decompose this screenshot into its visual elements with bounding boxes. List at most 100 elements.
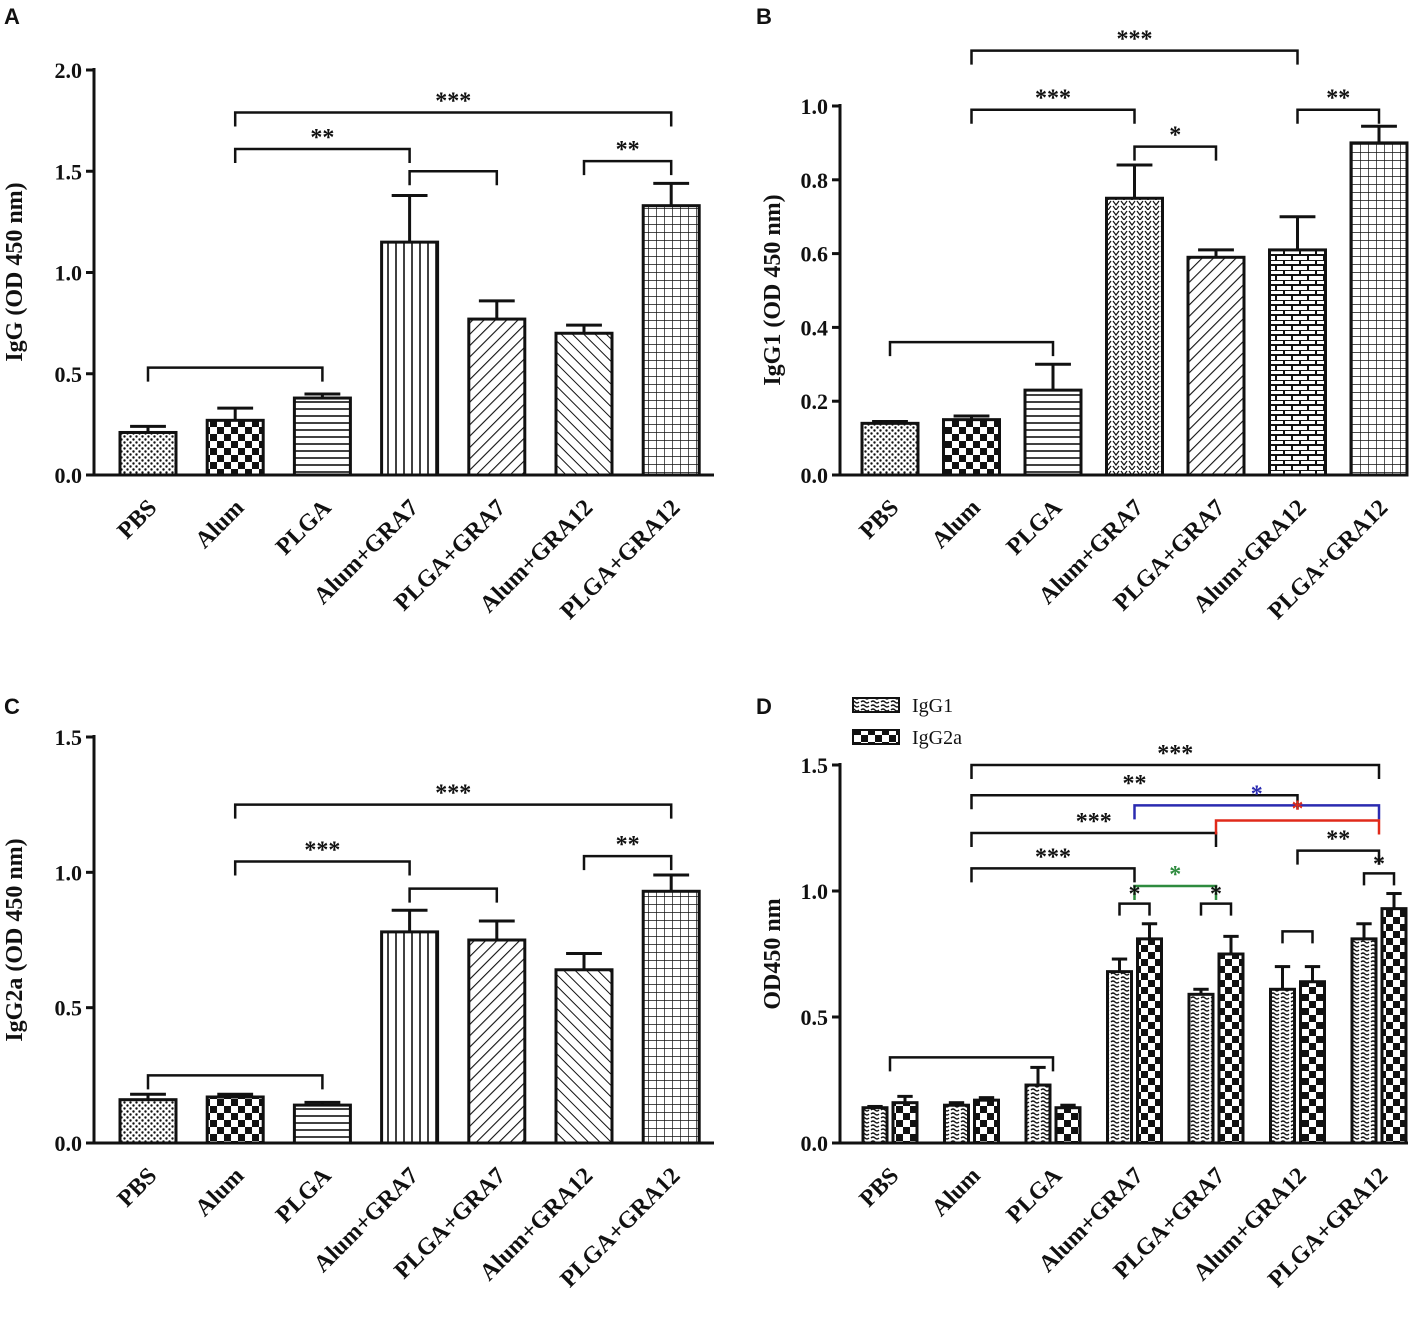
panel-letter-a: A bbox=[4, 4, 20, 29]
significance-bracket-a bbox=[233, 147, 411, 163]
bar-c bbox=[554, 968, 614, 1145]
y-tick-label-d: 0.5 bbox=[801, 1005, 829, 1030]
category-label-c: Alum bbox=[191, 1163, 250, 1222]
bar-c bbox=[118, 1098, 178, 1145]
bar-a bbox=[205, 418, 265, 477]
bar-d-igg2a bbox=[1136, 937, 1163, 1145]
significance-bracket-c bbox=[146, 1074, 324, 1090]
category-label-b: PBS bbox=[855, 495, 905, 545]
bar-d-igg2a bbox=[1380, 907, 1408, 1145]
bar-c bbox=[205, 1095, 265, 1145]
y-axis-title-b: IgG1 (OD 450 nm) bbox=[760, 194, 786, 385]
chart-a: 0.0 0.5 1.0 1.5 2.0 IgG (OD 450 nm) PBS Alum PLG… bbox=[2, 58, 714, 625]
significance-label-d: ** bbox=[1326, 827, 1350, 853]
bar-c bbox=[380, 930, 440, 1145]
bar-a bbox=[554, 331, 614, 477]
category-label-a: Alum bbox=[191, 495, 250, 554]
y-tick-label-b: 0.0 bbox=[801, 463, 829, 488]
bar-d-igg1 bbox=[1187, 992, 1215, 1145]
y-tick-label-a: 2.0 bbox=[55, 58, 83, 83]
y-axis-title-c: IgG2a (OD 450 nm) bbox=[2, 838, 28, 1041]
significance-bracket-d bbox=[1133, 884, 1218, 900]
y-tick-label-d: 1.0 bbox=[801, 879, 829, 904]
panel-letter-d: D bbox=[756, 694, 772, 719]
legend-swatch-igg2a bbox=[852, 729, 900, 745]
pair-bracket-d bbox=[1362, 872, 1396, 886]
significance-bracket-d bbox=[1133, 804, 1381, 820]
bar-d-igg1 bbox=[861, 1106, 889, 1145]
panel-a: A 0.0 0.5 1.0 1.5 2.0 IgG (OD 450 nm) PBS Alum P… bbox=[2, 4, 714, 625]
legend-label-igg1: IgG1 bbox=[912, 695, 953, 717]
significance-bracket-b bbox=[1296, 108, 1381, 124]
category-label-a: PLGA bbox=[271, 494, 337, 560]
legend-swatch-igg1 bbox=[852, 697, 900, 713]
bar-d-igg1 bbox=[943, 1103, 970, 1145]
significance-label-d: *** bbox=[1076, 809, 1112, 835]
legend: IgG1 IgG2a bbox=[852, 695, 962, 749]
significance-bracket-d bbox=[970, 793, 1299, 810]
y-tick-label-a: 1.0 bbox=[55, 261, 83, 286]
bar-d-igg1 bbox=[1269, 987, 1296, 1145]
y-tick-label-c: 1.5 bbox=[55, 725, 83, 750]
y-axis-title-a: IgG (OD 450 nm) bbox=[2, 182, 28, 361]
y-tick-label-d: 0.0 bbox=[801, 1131, 829, 1156]
category-label-d: PBS bbox=[855, 1163, 905, 1213]
bar-b bbox=[1349, 141, 1409, 477]
y-axis-title-d: OD450 nm bbox=[760, 898, 786, 1009]
y-tick-label-a: 1.5 bbox=[55, 159, 83, 184]
bar-d-igg2a bbox=[1299, 980, 1326, 1145]
bar-b bbox=[1268, 248, 1327, 477]
panel-letter-b: B bbox=[756, 4, 772, 29]
significance-bracket-b bbox=[1133, 145, 1218, 161]
significance-label-a: *** bbox=[435, 89, 471, 115]
significance-bracket-c bbox=[233, 860, 411, 876]
significance-bracket-c bbox=[233, 803, 673, 819]
y-tick-label-d: 1.5 bbox=[801, 753, 829, 778]
y-tick-label-b: 0.4 bbox=[801, 315, 829, 340]
bar-b bbox=[1186, 255, 1246, 477]
significance-bracket-d bbox=[970, 867, 1136, 883]
category-label-a: PBS bbox=[113, 495, 163, 545]
panel-letter-c: C bbox=[4, 694, 20, 719]
significance-bracket-d bbox=[970, 763, 1381, 779]
chart-b: 0.0 0.2 0.4 0.6 0.8 1.0 IgG1 (OD 450 nm) PBS Alu… bbox=[760, 27, 1409, 625]
panel-b: B 0.0 0.2 0.4 0.6 0.8 1.0 IgG1 (OD 450 nm) PBS A… bbox=[756, 4, 1409, 625]
bar-b bbox=[1023, 388, 1083, 477]
significance-label-d: *** bbox=[1035, 844, 1071, 870]
y-tick-label-c: 0.5 bbox=[55, 996, 83, 1021]
significance-bracket-b bbox=[888, 340, 1055, 357]
bar-b bbox=[942, 418, 1001, 477]
significance-label-d: *** bbox=[1157, 741, 1193, 767]
significance-label-d: * bbox=[1251, 781, 1263, 807]
bar-b bbox=[860, 421, 920, 477]
bar-a bbox=[467, 317, 527, 477]
significance-bracket-a bbox=[582, 159, 673, 176]
pair-label-d: * bbox=[1129, 882, 1141, 908]
y-tick-label-b: 0.2 bbox=[801, 389, 829, 414]
bar-d-igg2a bbox=[891, 1101, 919, 1145]
significance-label-d: * bbox=[1169, 862, 1181, 888]
bar-a bbox=[292, 396, 352, 477]
bar-d-igg2a bbox=[973, 1098, 1000, 1145]
significance-label-a: ** bbox=[310, 125, 334, 151]
category-label-c: PBS bbox=[113, 1163, 163, 1213]
bar-d-igg2a bbox=[1054, 1106, 1082, 1145]
category-label-b: Alum bbox=[927, 495, 986, 554]
bar-d-igg2a bbox=[1217, 952, 1245, 1145]
bar-a bbox=[118, 430, 178, 477]
bar-c bbox=[467, 938, 527, 1145]
significance-label-b: *** bbox=[1035, 86, 1071, 112]
significance-label-d: * bbox=[1292, 796, 1304, 822]
bar-a bbox=[380, 240, 440, 477]
legend-label-igg2a: IgG2a bbox=[912, 727, 962, 749]
bar-d-igg1 bbox=[1106, 970, 1133, 1145]
y-tick-label-b: 0.8 bbox=[801, 168, 829, 193]
significance-bracket-c bbox=[408, 887, 499, 903]
y-tick-label-a: 0.5 bbox=[55, 362, 83, 387]
chart-c: 0.0 0.5 1.0 1.5 IgG2a (OD 450 nm) PBS Alum PLGA… bbox=[2, 725, 714, 1293]
y-tick-label-c: 0.0 bbox=[55, 1131, 83, 1156]
significance-bracket-d bbox=[1296, 849, 1381, 865]
